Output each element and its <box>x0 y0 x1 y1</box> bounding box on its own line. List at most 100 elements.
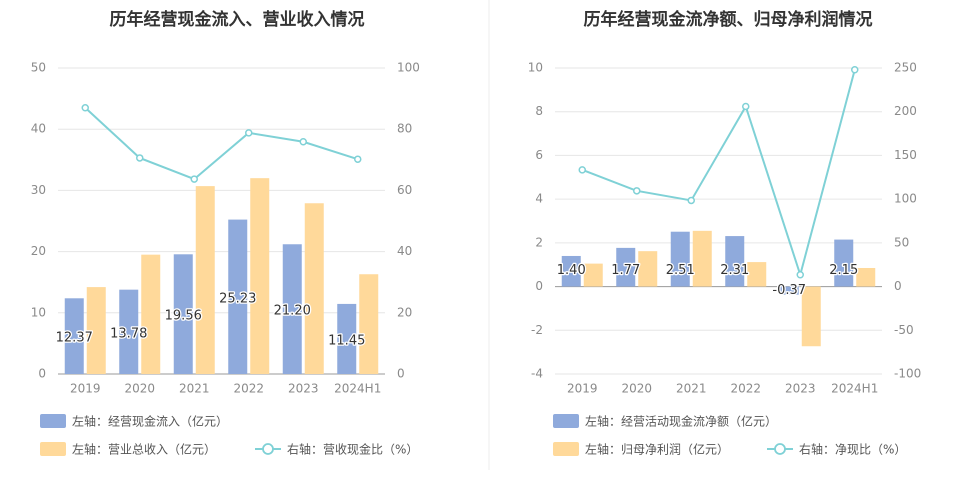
chart1-bar-primary <box>337 303 357 374</box>
chart2-left-tick: 0 <box>535 279 543 293</box>
chart2-bar-primary <box>834 239 854 287</box>
chart2-x-tick: 2019 <box>567 382 598 396</box>
chart1-bar-primary <box>228 219 248 374</box>
chart1-legend-label: 右轴：营收现金比（%） <box>287 442 418 457</box>
chart2-bar-label: 1.40 <box>557 263 586 278</box>
chart1-ratio-point <box>136 154 144 162</box>
chart2-title: 历年经营现金流净额、归母净利润情况 <box>584 9 873 30</box>
chart1-legend-swatch <box>40 414 66 428</box>
chart1-bar-label: 25.23 <box>219 291 256 306</box>
chart2-legend-swatch <box>553 442 579 456</box>
chart1-bar-secondary <box>195 186 215 374</box>
chart1-left-tick: 50 <box>31 61 46 75</box>
chart2-right-tick: 50 <box>894 235 909 249</box>
chart2-legend-label: 左轴：归母净利润（亿元） <box>585 442 729 457</box>
chart1-left-tick: 10 <box>31 305 46 319</box>
chart2-bar-secondary <box>692 230 712 287</box>
chart1-left-tick: 40 <box>31 122 46 136</box>
chart2-right-tick: 200 <box>894 104 917 118</box>
chart1-x-tick: 2024H1 <box>334 382 381 396</box>
chart1-x-tick: 2020 <box>124 382 155 396</box>
chart1-bar-primary <box>64 298 84 374</box>
chart1-ratio-point <box>81 104 89 112</box>
chart1-legend-label: 左轴：经营现金流入（亿元） <box>72 414 228 429</box>
chart2-bar-label: -0.37 <box>772 283 806 298</box>
chart1-ratio-line <box>84 107 359 181</box>
chart2-left-tick: 4 <box>535 192 543 206</box>
chart1-legend-label: 左轴：营业总收入（亿元） <box>72 442 216 457</box>
chart2-right-tick: -50 <box>894 323 914 337</box>
chart1-bar-label: 21.20 <box>274 304 311 319</box>
chart2-left-tick: 10 <box>528 61 543 75</box>
chart2-bar-primary <box>670 231 690 287</box>
chart2-right-tick: 250 <box>894 61 917 75</box>
chart2-left-tick: 2 <box>535 235 543 249</box>
chart1-bar-label: 13.78 <box>110 326 147 341</box>
chart1-bar-primary <box>119 289 139 374</box>
chart2-bar-label: 2.15 <box>829 263 858 278</box>
chart2-ratio-point <box>742 102 750 111</box>
chart2-ratio-point <box>851 65 859 74</box>
chart2-x-tick: 2020 <box>621 382 652 396</box>
chart2-left-tick: -4 <box>531 367 543 381</box>
chart1-x-tick: 2022 <box>233 382 264 396</box>
chart2-x-tick: 2024H1 <box>831 382 878 396</box>
chart2-ratio-point <box>578 166 586 174</box>
chart2-bar-primary <box>725 236 745 287</box>
chart2-bar-label: 2.51 <box>666 263 695 278</box>
chart2-legend-marker <box>774 443 786 455</box>
chart2-bar-label: 2.31 <box>720 263 749 278</box>
chart1-bar-secondary <box>250 178 270 374</box>
chart1-left-tick: 0 <box>38 367 46 381</box>
chart2-bar-secondary <box>747 262 767 287</box>
chart1-right-tick: 0 <box>397 367 405 381</box>
chart1-right-tick: 100 <box>397 61 420 75</box>
chart2-ratio-line <box>581 69 856 279</box>
chart2-right-tick: 150 <box>894 148 917 162</box>
chart1-left-tick: 20 <box>31 244 46 258</box>
chart1-x-tick: 2021 <box>179 382 210 396</box>
chart1-bar-secondary <box>304 203 324 374</box>
chart2-right-tick: 100 <box>894 192 917 206</box>
chart2-bar-secondary <box>583 263 603 287</box>
chart2-left-tick: 6 <box>535 148 543 162</box>
chart1-right-tick: 60 <box>397 183 412 197</box>
chart1-left-tick: 30 <box>31 183 46 197</box>
chart1-bar-primary <box>173 254 193 374</box>
chart1-x-tick: 2019 <box>70 382 101 396</box>
chart1-right-tick: 40 <box>397 244 412 258</box>
chart2-x-tick: 2022 <box>730 382 761 396</box>
chart2-ratio-point <box>796 271 804 279</box>
chart1-right-tick: 80 <box>397 122 412 136</box>
chart1-bar-primary <box>282 244 302 374</box>
chart1-bar-secondary <box>359 274 379 374</box>
chart2-bar-secondary <box>801 286 821 347</box>
chart1-x-tick: 2023 <box>288 382 319 396</box>
chart2-legend-swatch <box>553 414 579 428</box>
chart1-bar-secondary <box>141 254 161 374</box>
chart2-bar-primary <box>779 286 799 295</box>
chart2-bar-primary <box>561 255 581 287</box>
chart2-x-tick: 2023 <box>785 382 816 396</box>
chart1-ratio-point <box>245 129 253 137</box>
chart1-bar-secondary <box>86 287 106 374</box>
chart1-title: 历年经营现金流入、营业收入情况 <box>110 9 365 30</box>
chart1-bar-label: 19.56 <box>165 309 202 324</box>
chart2-right-tick: -100 <box>894 367 921 381</box>
chart2-x-tick: 2021 <box>676 382 707 396</box>
chart1-legend-swatch <box>40 442 66 456</box>
chart1-ratio-point <box>299 137 307 146</box>
chart1-right-tick: 20 <box>397 305 412 319</box>
chart1-bar-label: 11.45 <box>328 333 365 348</box>
chart2-legend-label: 右轴：净现比（%） <box>799 442 906 457</box>
chart2-bar-primary <box>616 247 636 287</box>
chart2-ratio-point <box>633 187 641 195</box>
chart2-ratio-point <box>687 196 695 205</box>
chart1-legend-marker <box>262 443 274 455</box>
chart1-ratio-point <box>190 175 198 183</box>
chart2-right-tick: 0 <box>894 279 902 293</box>
chart1-ratio-point <box>354 155 362 163</box>
chart1-bar-label: 12.37 <box>56 331 93 346</box>
chart2-left-tick: -2 <box>531 323 543 337</box>
